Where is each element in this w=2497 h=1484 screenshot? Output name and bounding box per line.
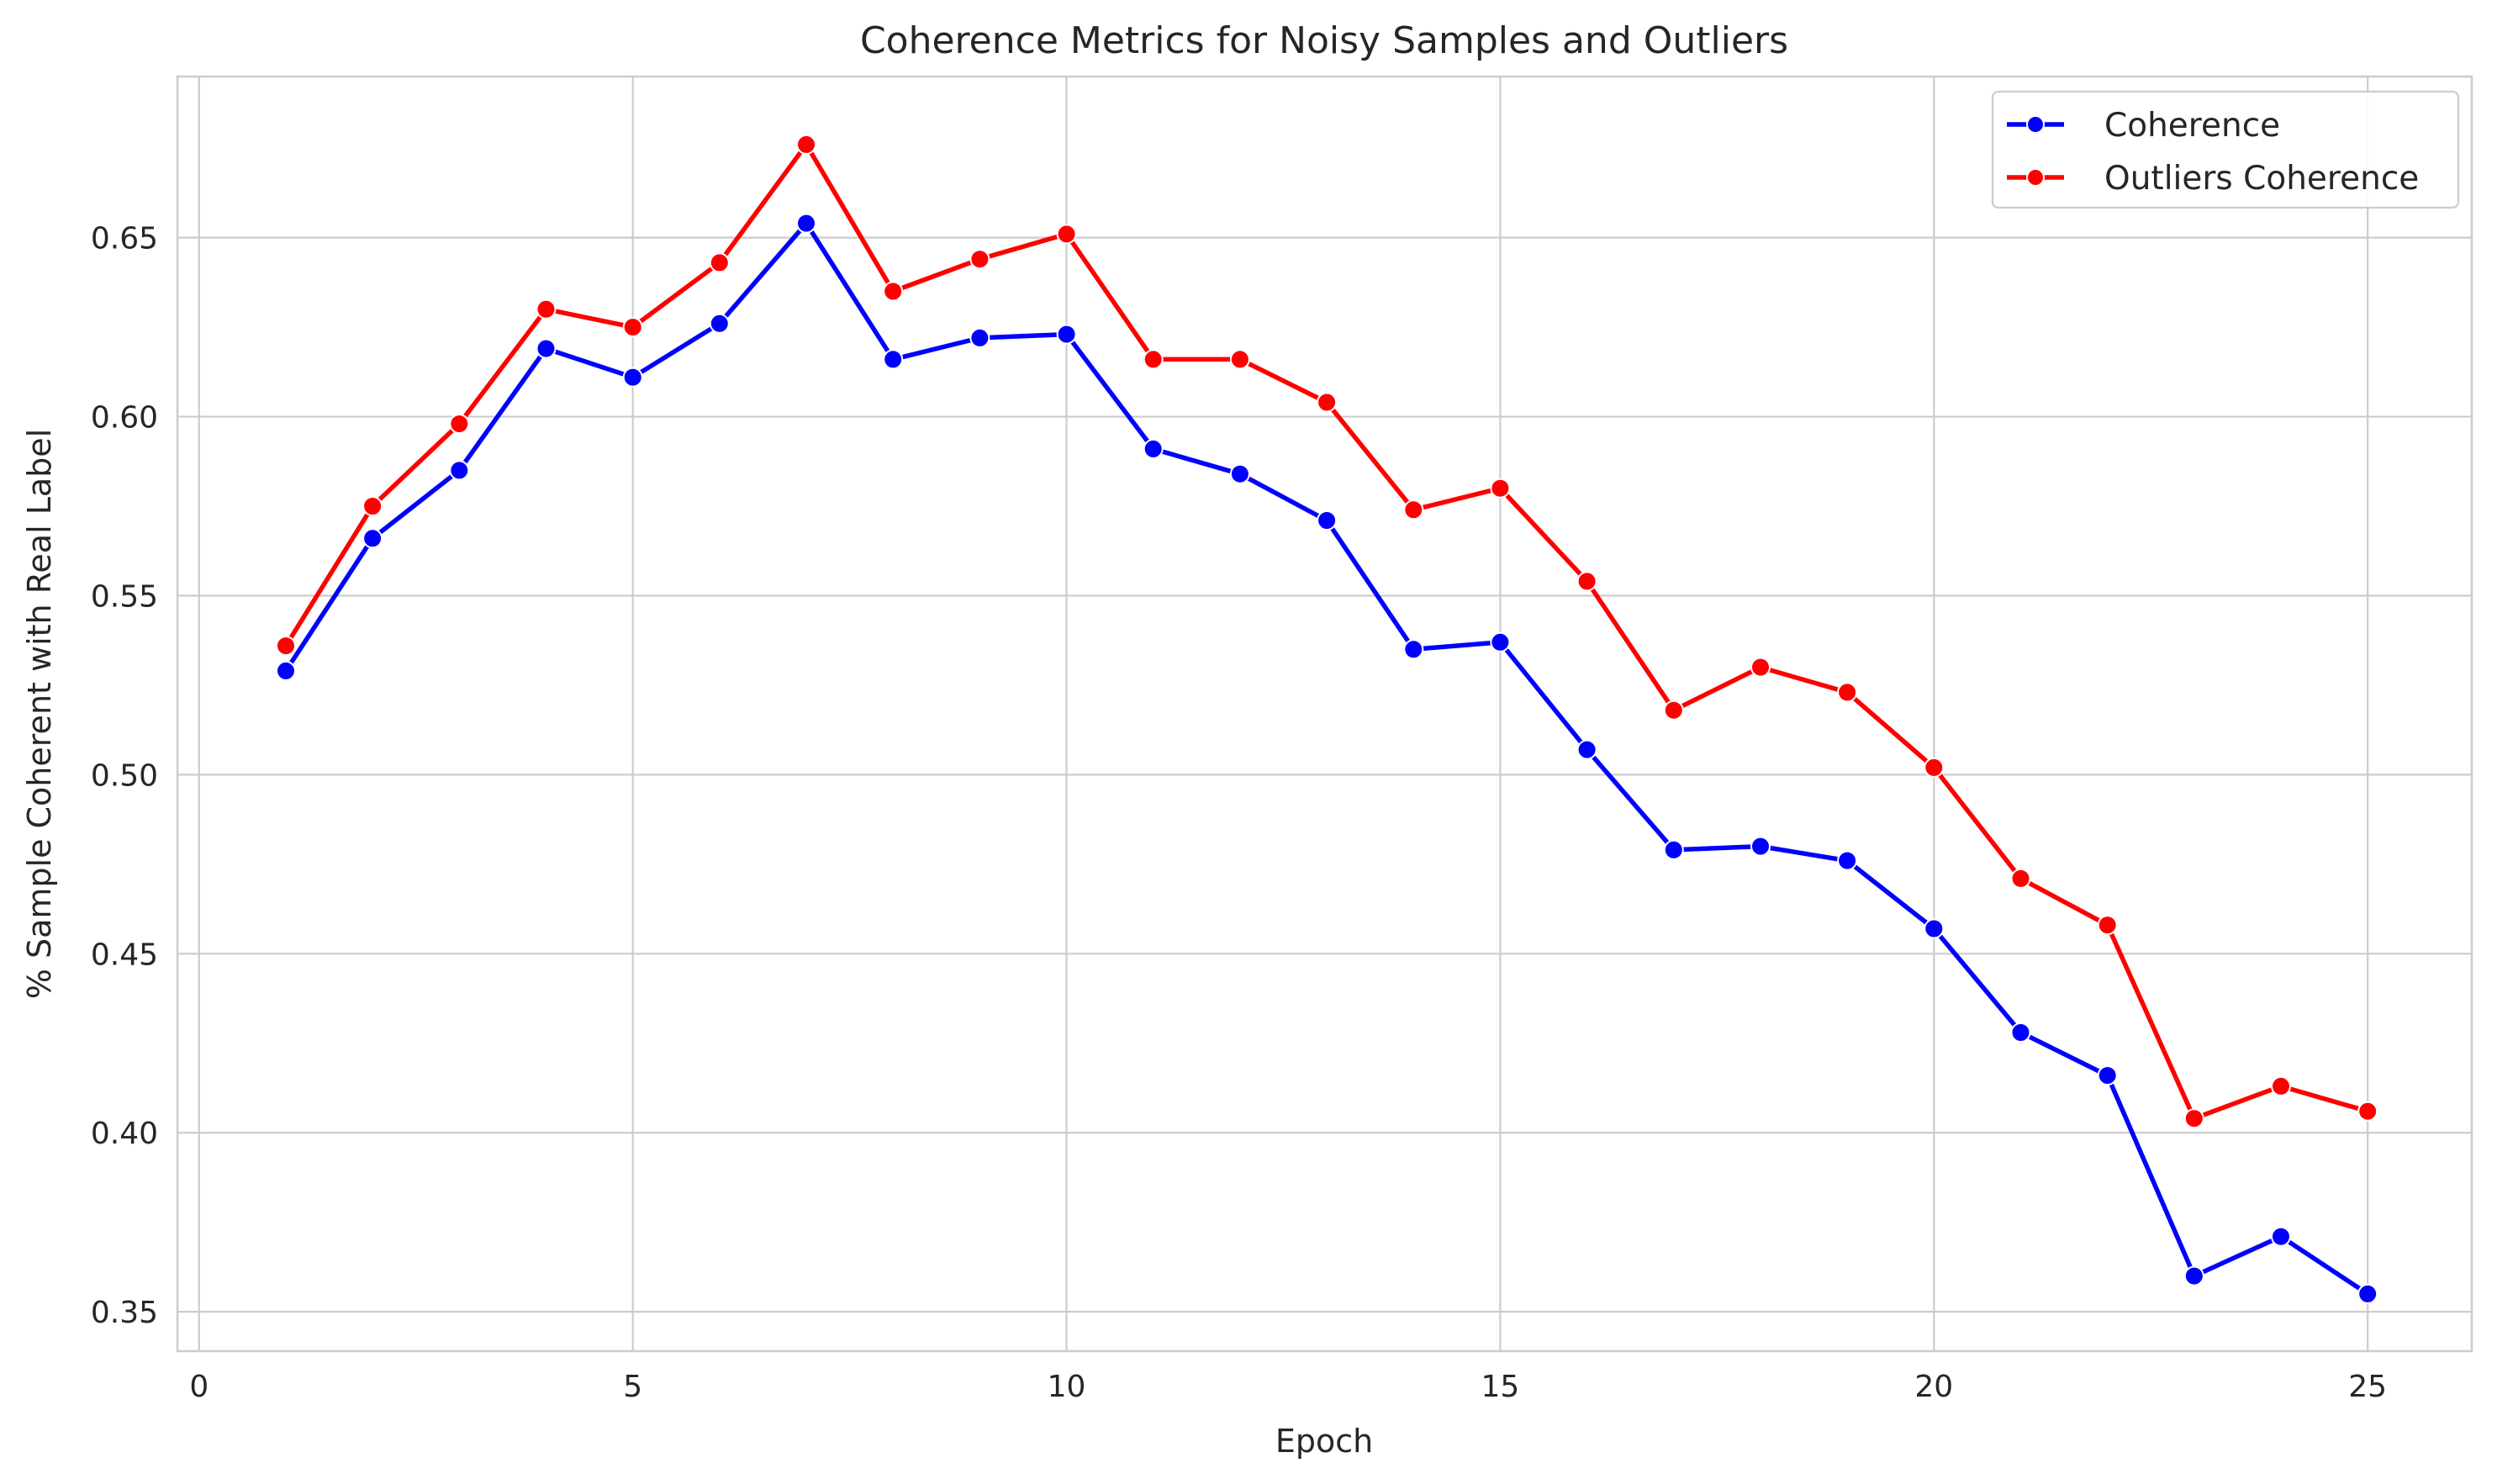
axis-ticks: 0 5 10 15 20 25 0.35 0.40 0.45 0.50 0.55 0.60 0.65 bbox=[91, 222, 2387, 1404]
data-point-outliers-coherence bbox=[1490, 478, 1511, 499]
data-point-outliers-coherence bbox=[276, 636, 296, 657]
data-point-coherence bbox=[1490, 631, 1511, 652]
data-point-outliers-coherence bbox=[1837, 682, 1858, 703]
data-point-outliers-coherence bbox=[1750, 657, 1771, 678]
y-tick-label: 0.55 bbox=[91, 579, 158, 614]
y-tick-label: 0.60 bbox=[91, 401, 158, 436]
x-tick-label: 0 bbox=[189, 1370, 209, 1404]
y-tick-label: 0.45 bbox=[91, 937, 158, 972]
x-tick-label: 15 bbox=[1481, 1370, 1520, 1404]
data-point-outliers-coherence bbox=[2357, 1101, 2378, 1122]
data-point-outliers-coherence bbox=[1143, 349, 1164, 370]
data-point-coherence bbox=[1750, 836, 1771, 857]
data-point-coherence bbox=[2010, 1022, 2031, 1043]
grid bbox=[177, 77, 2472, 1351]
data-point-outliers-coherence bbox=[2097, 915, 2118, 936]
data-point-coherence bbox=[2271, 1226, 2291, 1247]
data-point-coherence bbox=[883, 349, 904, 370]
data-point-outliers-coherence bbox=[969, 249, 990, 270]
data-point-outliers-coherence bbox=[1663, 700, 1684, 721]
data-point-coherence bbox=[1837, 850, 1858, 871]
data-point-outliers-coherence bbox=[2010, 868, 2031, 889]
x-tick-label: 20 bbox=[1914, 1370, 1953, 1404]
data-point-coherence bbox=[1924, 918, 1945, 939]
data-point-coherence bbox=[362, 528, 383, 549]
data-point-coherence bbox=[1663, 839, 1684, 860]
data-point-coherence bbox=[969, 327, 990, 348]
data-point-outliers-coherence bbox=[2271, 1075, 2291, 1096]
data-point-coherence bbox=[2357, 1283, 2378, 1304]
data-point-outliers-coherence bbox=[362, 496, 383, 516]
data-point-coherence bbox=[2097, 1065, 2118, 1086]
y-tick-label: 0.65 bbox=[91, 222, 158, 256]
legend: Coherence Outliers Coherence bbox=[1991, 90, 2460, 209]
data-point-coherence bbox=[622, 367, 643, 388]
legend-box bbox=[1991, 90, 2460, 209]
y-axis-label: % Sample Coherent with Real Label bbox=[21, 429, 58, 999]
data-point-coherence bbox=[2183, 1265, 2204, 1286]
x-tick-label: 10 bbox=[1048, 1370, 1086, 1404]
legend-label-coherence: Coherence bbox=[2104, 107, 2280, 145]
data-point-outliers-coherence bbox=[1056, 224, 1077, 245]
series-outliers-coherence bbox=[276, 134, 2378, 1129]
legend-label-outliers-coherence: Outliers Coherence bbox=[2104, 160, 2419, 198]
data-point-coherence bbox=[1576, 739, 1597, 760]
y-tick-label: 0.50 bbox=[91, 758, 158, 793]
x-tick-label: 25 bbox=[2348, 1370, 2387, 1404]
data-point-coherence bbox=[1056, 324, 1077, 345]
data-point-outliers-coherence bbox=[1924, 757, 1945, 778]
legend-marker-coherence bbox=[2026, 115, 2045, 134]
data-point-outliers-coherence bbox=[1229, 349, 1250, 370]
data-point-outliers-coherence bbox=[622, 317, 643, 338]
series-lines bbox=[276, 134, 2378, 1304]
x-axis-label: Epoch bbox=[1275, 1423, 1373, 1460]
data-point-outliers-coherence bbox=[709, 252, 730, 273]
data-point-outliers-coherence bbox=[1576, 571, 1597, 592]
legend-marker-outliers-coherence bbox=[2026, 168, 2045, 187]
data-point-outliers-coherence bbox=[1403, 499, 1424, 520]
y-tick-label: 0.40 bbox=[91, 1117, 158, 1151]
data-point-outliers-coherence bbox=[2183, 1108, 2204, 1129]
data-point-coherence bbox=[796, 213, 816, 234]
x-tick-label: 5 bbox=[623, 1370, 642, 1404]
data-point-coherence bbox=[1317, 510, 1338, 531]
data-point-coherence bbox=[1229, 463, 1250, 484]
chart-title: Coherence Metrics for Noisy Samples and … bbox=[860, 19, 1788, 62]
data-point-outliers-coherence bbox=[796, 134, 816, 155]
data-point-coherence bbox=[1143, 438, 1164, 459]
data-point-outliers-coherence bbox=[1317, 392, 1338, 413]
data-point-coherence bbox=[1403, 639, 1424, 660]
data-point-coherence bbox=[449, 460, 470, 481]
data-point-outliers-coherence bbox=[536, 298, 557, 320]
plot-frame bbox=[176, 75, 2473, 1353]
data-point-outliers-coherence bbox=[883, 281, 904, 302]
y-tick-label: 0.35 bbox=[91, 1296, 158, 1330]
data-point-coherence bbox=[709, 313, 730, 334]
data-point-outliers-coherence bbox=[449, 414, 470, 435]
data-point-coherence bbox=[536, 338, 557, 359]
data-point-coherence bbox=[276, 660, 296, 681]
series-coherence bbox=[276, 213, 2378, 1304]
